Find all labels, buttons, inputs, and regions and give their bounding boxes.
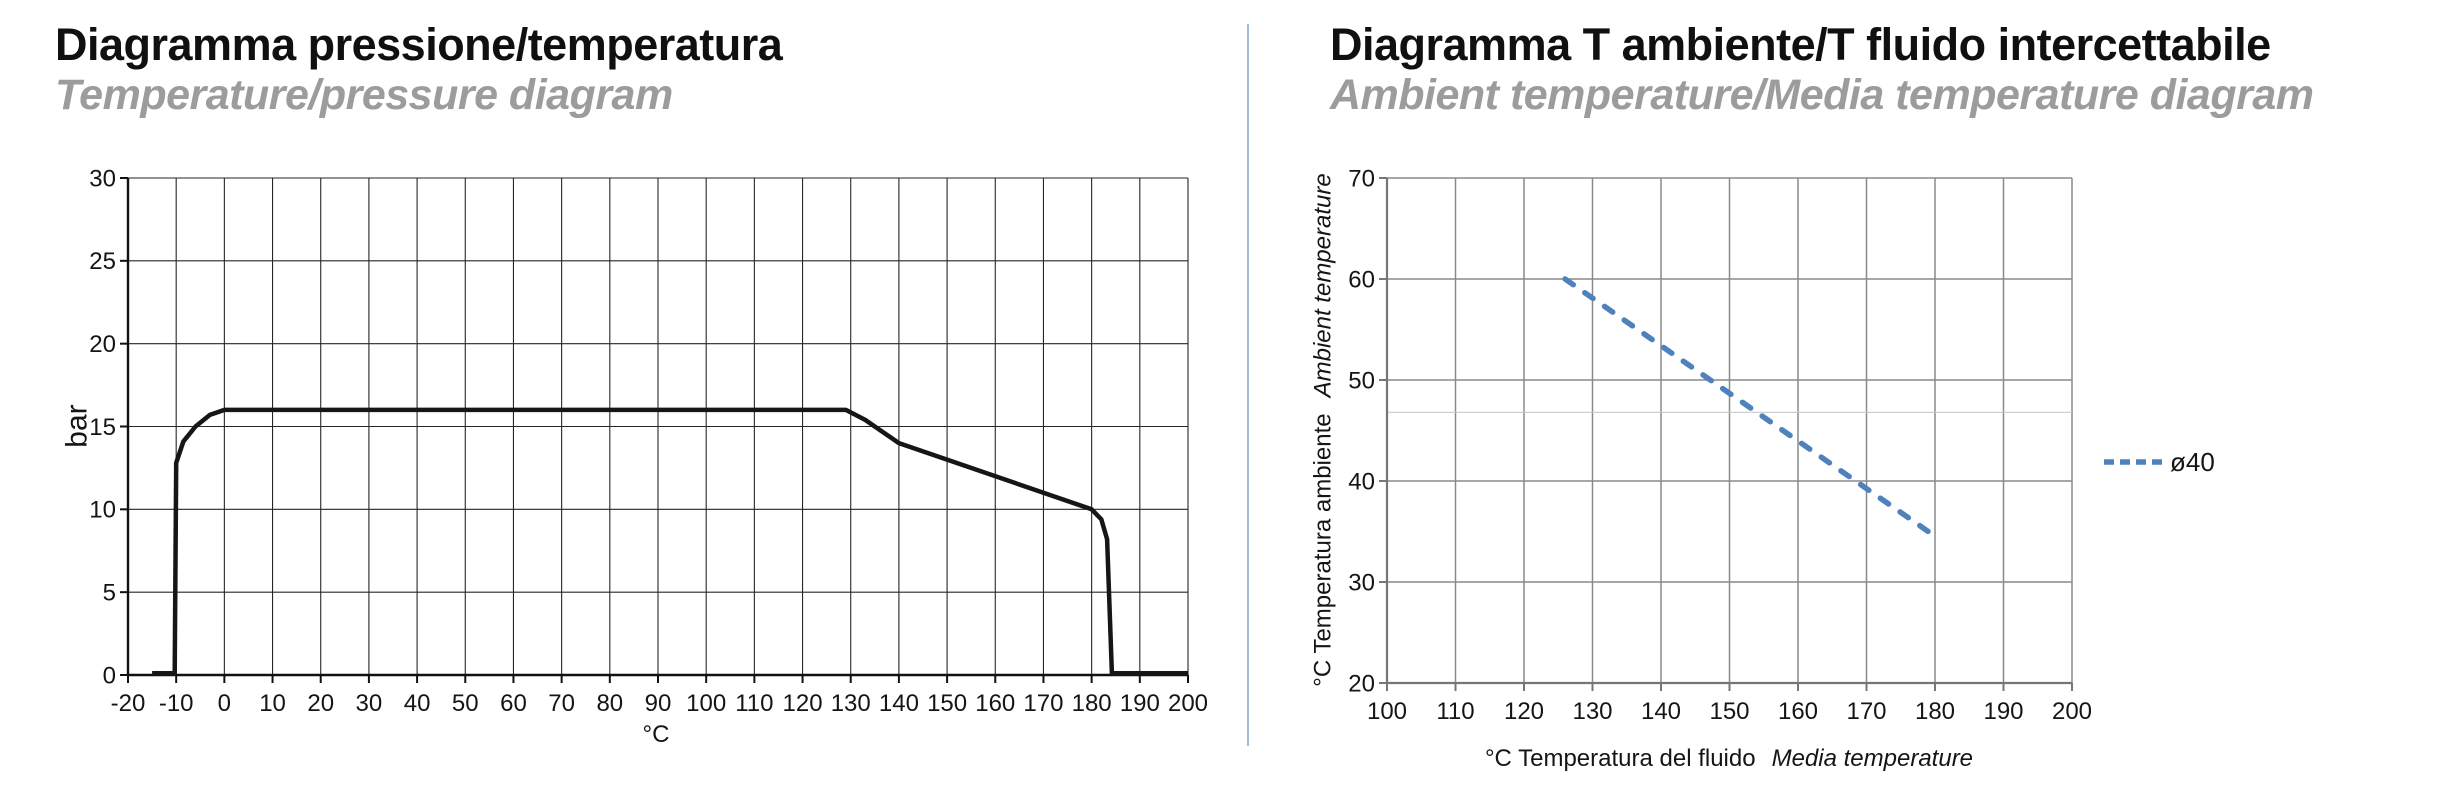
x-tick-label: 110 (1436, 698, 1474, 725)
diameter-40-line (1562, 276, 1931, 535)
x-tick-label: 170 (1023, 690, 1063, 717)
y-tick-label: 70 (1348, 165, 1375, 192)
x-tick-label: 170 (1846, 698, 1886, 725)
x-tick-label: 80 (596, 690, 623, 717)
y-axis-title: °C Temperatura ambienteAmbient temperatu… (1309, 173, 1336, 686)
x-tick-label: 40 (404, 690, 431, 717)
left-chart-title: Diagramma pressione/temperatura (55, 19, 783, 70)
y-tick-label: 25 (89, 248, 116, 275)
x-tick-label: 190 (1120, 690, 1160, 717)
y-tick-label: 15 (89, 414, 116, 441)
x-tick-label: 120 (1504, 698, 1544, 725)
tick-labels: 100 110 120 130 140 150 160 170 180 190 200 20 30 40 5… (1348, 165, 2092, 725)
x-tick-label: 100 (1367, 698, 1407, 725)
x-tick-label: 70 (548, 690, 575, 717)
x-axis-title: °C (643, 721, 670, 748)
x-tick-label: 140 (879, 690, 919, 717)
x-tick-label: 200 (1168, 690, 1208, 717)
right-chart-title: Diagramma T ambiente/T fluido intercetta… (1330, 19, 2271, 70)
y-tick-label: 10 (89, 497, 116, 524)
right-chart-subtitle: Ambient temperature/Media temperature di… (1330, 71, 2314, 119)
legend-label: ø40 (2170, 447, 2215, 477)
x-tick-label: -10 (159, 690, 194, 717)
y-tick-label: 0 (103, 662, 116, 689)
pressure-temperature-chart: -20 -10 0 10 20 30 40 50 60 70 80 90 100 110 120 130 140… (61, 165, 1209, 748)
x-tick-label: 160 (975, 690, 1015, 717)
y-tick-label: 60 (1348, 266, 1375, 293)
y-tick-label: 5 (103, 580, 116, 607)
tick-labels: -20 -10 0 10 20 30 40 50 60 70 80 90 100 110 120 130 140… (89, 165, 1208, 717)
x-tick-label: 30 (356, 690, 383, 717)
x-tick-label: 200 (2052, 698, 2092, 725)
x-tick-label: 150 (1709, 698, 1749, 725)
x-tick-label: 160 (1778, 698, 1818, 725)
x-axis-title: °C Temperatura del fluido Media temperatu… (1485, 745, 1973, 772)
x-tick-label: 130 (1572, 698, 1612, 725)
x-tick-label: 120 (783, 690, 823, 717)
y-tick-label: 40 (1348, 468, 1375, 495)
y-tick-label: 50 (1348, 367, 1375, 394)
legend: ø40 (2104, 447, 2215, 477)
ambient-media-temperature-chart: 100 110 120 130 140 150 160 170 180 190 200 20 30 40 5… (1309, 165, 2214, 772)
x-tick-label: -20 (111, 690, 146, 717)
x-tick-label: 100 (686, 690, 726, 717)
left-chart-subtitle: Temperature/pressure diagram (55, 71, 673, 119)
x-tick-label: 10 (259, 690, 286, 717)
x-tick-label: 180 (1915, 698, 1955, 725)
x-tick-label: 90 (645, 690, 672, 717)
x-tick-label: 50 (452, 690, 479, 717)
x-tick-label: 20 (307, 690, 334, 717)
y-tick-label: 20 (89, 331, 116, 358)
x-tick-label: 190 (1983, 698, 2023, 725)
x-tick-label: 140 (1641, 698, 1681, 725)
x-tick-label: 130 (831, 690, 871, 717)
tick-marks (1379, 177, 2073, 691)
section-divider-line (1247, 24, 1249, 746)
x-tick-label: 0 (218, 690, 231, 717)
grid-lines (127, 177, 1189, 676)
x-tick-label: 110 (735, 690, 773, 717)
y-tick-label: 30 (1348, 569, 1375, 596)
x-tick-label: 180 (1072, 690, 1112, 717)
y-axis-title: bar (61, 404, 94, 447)
tick-marks (120, 177, 1189, 683)
y-tick-label: 30 (89, 165, 116, 192)
x-tick-label: 150 (927, 690, 967, 717)
grid-lines (1386, 177, 2073, 684)
max-working-pressure-curve (152, 407, 1188, 676)
y-tick-label: 20 (1348, 670, 1375, 697)
x-tick-label: 60 (500, 690, 527, 717)
